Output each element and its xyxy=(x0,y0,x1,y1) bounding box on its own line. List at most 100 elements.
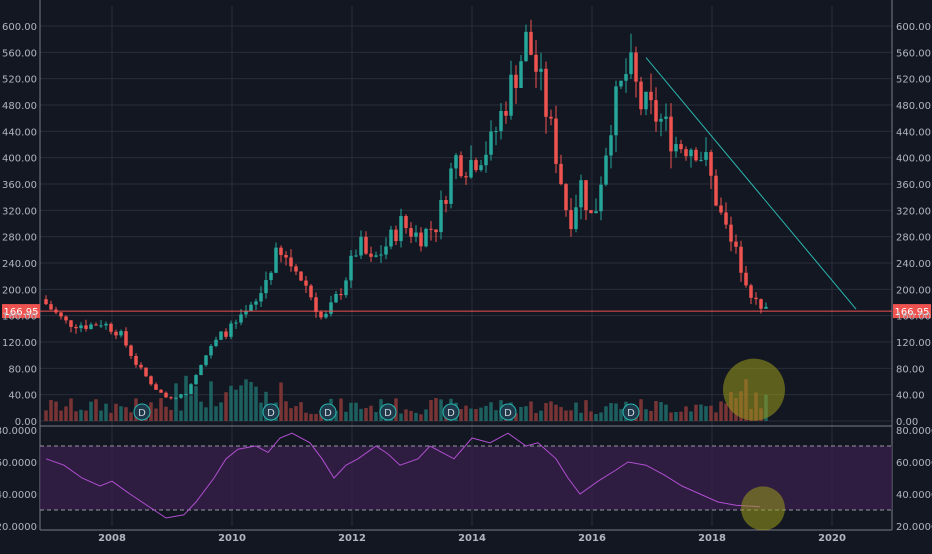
volume-bar xyxy=(639,399,643,421)
candle-body xyxy=(559,163,563,185)
candle-body xyxy=(229,323,233,337)
volume-bar xyxy=(79,409,83,421)
rsi-line xyxy=(45,432,761,519)
candle-body xyxy=(239,314,243,323)
volume-bar xyxy=(254,386,258,421)
volume-bar xyxy=(524,406,528,421)
volume-bar xyxy=(559,407,563,421)
candle-body xyxy=(319,311,323,318)
candle-body xyxy=(264,280,268,294)
candle-body xyxy=(714,175,718,206)
price-tick-label-right: 520.00 xyxy=(896,75,931,86)
candle-body xyxy=(624,74,628,81)
candle-body xyxy=(744,272,748,286)
candle-body xyxy=(579,180,583,208)
candle-body xyxy=(44,299,48,305)
volume-bar xyxy=(44,410,48,421)
volume-bar xyxy=(569,410,573,421)
volume-bar xyxy=(534,413,538,421)
candle-body xyxy=(104,323,108,326)
volume-bar xyxy=(719,401,723,421)
candle-body xyxy=(669,116,673,152)
candle-body xyxy=(629,52,633,75)
dividend-marker-label: D xyxy=(447,408,455,419)
candle-body xyxy=(464,176,468,178)
volume-bar xyxy=(124,407,128,421)
volume-bar xyxy=(404,409,408,421)
volume-bar xyxy=(659,402,663,421)
price-tick-label-left: 600.00 xyxy=(2,22,37,33)
price-tick-label-right: 120.00 xyxy=(896,338,931,349)
price-tick-label-right: 200.00 xyxy=(896,285,931,296)
dividend-marker xyxy=(133,403,151,421)
volume-bar xyxy=(84,410,88,421)
volume-bar xyxy=(289,408,293,421)
volume-bar xyxy=(604,406,608,421)
volume-bar xyxy=(494,410,498,421)
volume-bar xyxy=(189,395,193,421)
candle-body xyxy=(549,116,553,119)
candle-body xyxy=(679,144,683,150)
volume-bar xyxy=(229,385,233,421)
price-tick-label-right: 400.00 xyxy=(896,154,931,165)
volume-bar xyxy=(474,409,478,421)
volume-bar xyxy=(334,410,338,421)
volume-bar xyxy=(674,411,678,421)
volume-bar xyxy=(184,375,188,421)
volume-bar xyxy=(209,381,213,421)
volume-bar xyxy=(434,398,438,421)
volume-bar xyxy=(614,403,618,421)
candle-body xyxy=(414,232,418,237)
volume-bar xyxy=(654,401,658,421)
price-tick-label-left: 360.00 xyxy=(2,180,37,191)
candle-body xyxy=(664,116,668,119)
volume-bar xyxy=(689,411,693,421)
volume-bar xyxy=(374,412,378,421)
price-tick-label-right: 600.00 xyxy=(896,22,931,33)
volume-bar xyxy=(249,381,253,421)
volume-bar xyxy=(49,399,53,421)
candle-body xyxy=(404,216,408,229)
volume-bar xyxy=(114,403,118,421)
candle-body xyxy=(164,392,168,398)
candle-body xyxy=(324,313,328,318)
volume-bar xyxy=(539,410,543,421)
last-price-label-right: 166.95 xyxy=(895,307,930,318)
volume-bar xyxy=(484,405,488,421)
candle-body xyxy=(729,224,733,242)
candle-body xyxy=(394,229,398,242)
volume-bar xyxy=(359,408,363,421)
candle-body xyxy=(209,345,213,356)
candle-body xyxy=(634,52,638,82)
price-tick-label-right: 0.00 xyxy=(896,417,918,428)
candle-body xyxy=(384,246,388,255)
volume-bar xyxy=(234,389,238,421)
volume-bar xyxy=(414,412,418,421)
last-price-label-left: 166.95 xyxy=(4,307,39,318)
rsi-tick-label-right: 20.0000 xyxy=(896,522,932,533)
volume-bar xyxy=(489,402,493,421)
candle-body xyxy=(649,91,653,101)
candle-body xyxy=(524,31,528,62)
price-tick-label-left: 0.00 xyxy=(15,417,37,428)
dividend-marker-label: D xyxy=(324,408,332,419)
candle-body xyxy=(259,293,263,302)
candle-body xyxy=(409,228,413,237)
price-tick-label-left: 120.00 xyxy=(2,338,37,349)
volume-bar xyxy=(119,406,123,421)
candle-body xyxy=(759,299,763,309)
volume-bar xyxy=(164,406,168,421)
candle-body xyxy=(369,253,373,257)
price-tick-label-right: 320.00 xyxy=(896,206,931,217)
candle-body xyxy=(644,91,648,110)
dividend-marker-label: D xyxy=(138,408,146,419)
candle-body xyxy=(169,397,173,399)
candle-body xyxy=(389,229,393,247)
volume-bar xyxy=(724,403,728,421)
candle-body xyxy=(349,255,353,281)
volume-bar xyxy=(89,401,93,421)
volume-bar xyxy=(149,402,153,421)
price-tick-label-right: 480.00 xyxy=(896,101,931,112)
